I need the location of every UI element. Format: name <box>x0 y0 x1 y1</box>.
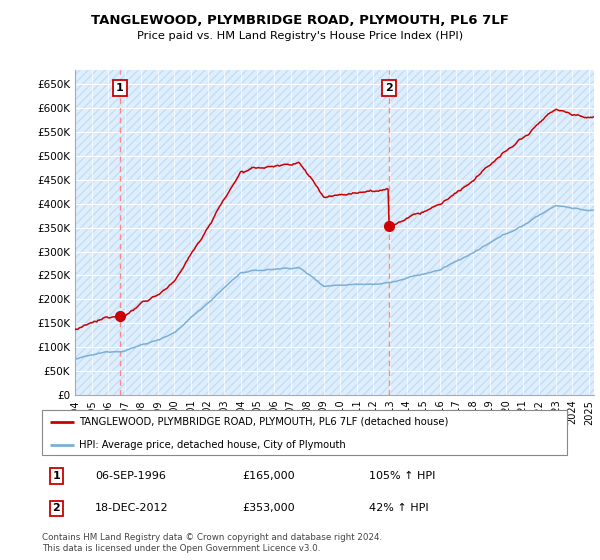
Text: Price paid vs. HM Land Registry's House Price Index (HPI): Price paid vs. HM Land Registry's House … <box>137 31 463 41</box>
Text: 2: 2 <box>53 503 61 514</box>
Text: 42% ↑ HPI: 42% ↑ HPI <box>370 503 429 514</box>
FancyBboxPatch shape <box>42 410 568 455</box>
Text: TANGLEWOOD, PLYMBRIDGE ROAD, PLYMOUTH, PL6 7LF: TANGLEWOOD, PLYMBRIDGE ROAD, PLYMOUTH, P… <box>91 14 509 27</box>
Text: 06-SEP-1996: 06-SEP-1996 <box>95 471 166 481</box>
Bar <box>75 70 594 395</box>
Text: 18-DEC-2012: 18-DEC-2012 <box>95 503 169 514</box>
Text: £165,000: £165,000 <box>242 471 295 481</box>
Text: TANGLEWOOD, PLYMBRIDGE ROAD, PLYMOUTH, PL6 7LF (detached house): TANGLEWOOD, PLYMBRIDGE ROAD, PLYMOUTH, P… <box>79 417 448 427</box>
Text: £353,000: £353,000 <box>242 503 295 514</box>
Text: 2: 2 <box>386 83 393 93</box>
Text: 105% ↑ HPI: 105% ↑ HPI <box>370 471 436 481</box>
Text: Contains HM Land Registry data © Crown copyright and database right 2024.
This d: Contains HM Land Registry data © Crown c… <box>42 533 382 553</box>
Text: 1: 1 <box>116 83 124 93</box>
Text: 1: 1 <box>53 471 61 481</box>
Text: HPI: Average price, detached house, City of Plymouth: HPI: Average price, detached house, City… <box>79 440 346 450</box>
